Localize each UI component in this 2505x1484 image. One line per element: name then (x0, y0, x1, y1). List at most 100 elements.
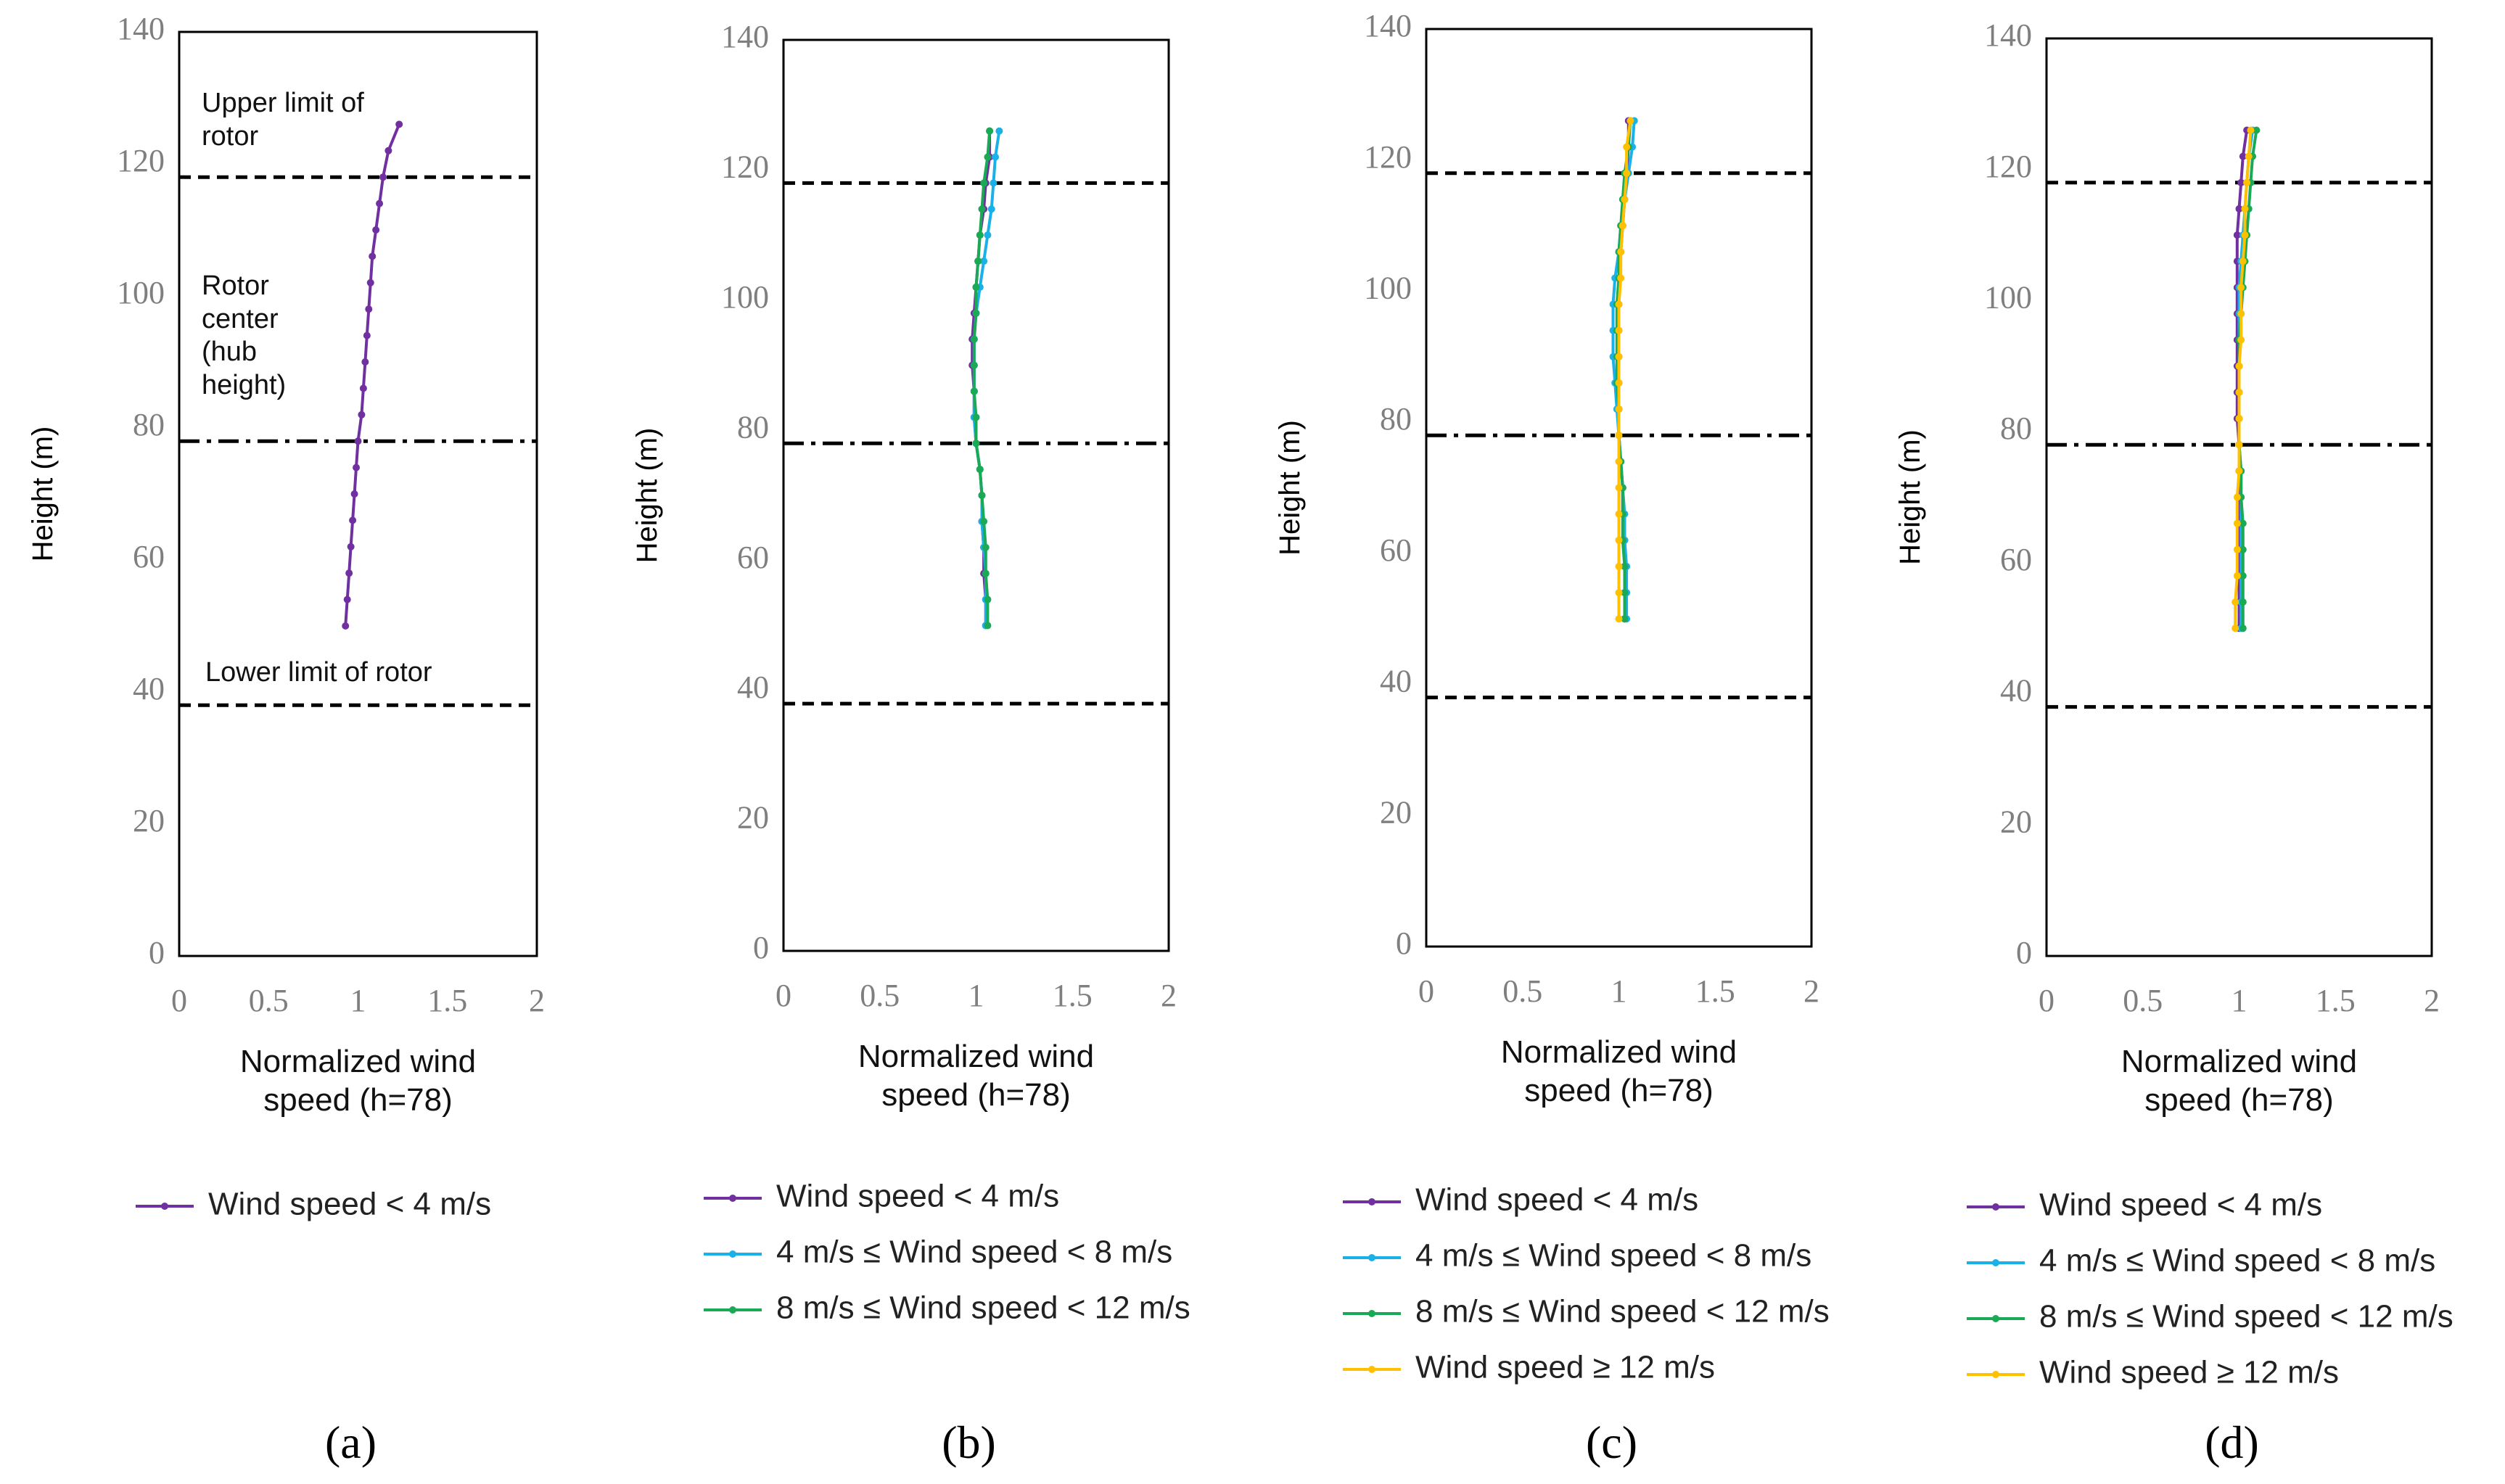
x-tick-label: 0 (171, 983, 187, 1018)
series-marker (2235, 467, 2243, 475)
legend-marker (1368, 1310, 1375, 1317)
x-tick-label: 0.5 (860, 978, 900, 1013)
panel-label: (a) (325, 1417, 377, 1468)
series-marker (366, 279, 374, 287)
y-tick-label: 0 (753, 930, 769, 965)
x-tick-label: 1 (1611, 973, 1627, 1009)
legend-label: 8 m/s ≤ Wind speed < 12 m/s (1415, 1294, 1830, 1330)
series-marker (2235, 388, 2243, 396)
annotation-box: Lower limit of rotor (205, 657, 432, 688)
legend-label: 4 m/s ≤ Wind speed < 8 m/s (2039, 1243, 2435, 1279)
legend-label: Wind speed ≥ 12 m/s (2039, 1355, 2339, 1390)
series-marker (2233, 519, 2241, 527)
x-tick-label: 2 (2424, 983, 2440, 1018)
series-marker (982, 569, 990, 577)
legend-label: Wind speed < 4 m/s (2039, 1187, 2322, 1223)
y-tick-label: 20 (737, 800, 769, 836)
series-marker (972, 309, 980, 317)
series-marker (1615, 562, 1623, 570)
x-tick-label: 1.5 (2316, 983, 2356, 1018)
series-marker (2241, 205, 2249, 213)
series-marker (379, 173, 387, 181)
series-marker (2235, 415, 2243, 423)
y-tick-label: 80 (2000, 411, 2032, 446)
series-marker (2247, 126, 2255, 134)
legend-label: 4 m/s ≤ Wind speed < 8 m/s (1415, 1238, 1811, 1274)
legend-marker (729, 1250, 736, 1258)
y-tick-label: 20 (2000, 804, 2032, 839)
y-axis-label: Height (m) (631, 428, 663, 564)
series-marker (347, 543, 355, 551)
series-marker (1615, 405, 1623, 413)
series-line (972, 131, 992, 626)
x-tick-label: 1 (350, 983, 366, 1018)
legend-label: 8 m/s ≤ Wind speed < 12 m/s (2039, 1299, 2453, 1335)
series-marker (984, 231, 992, 239)
y-tick-label: 140 (1364, 8, 1412, 44)
x-tick-label: 0 (1418, 973, 1434, 1009)
legend-marker (1368, 1198, 1375, 1205)
series-marker (970, 335, 978, 343)
y-tick-label: 40 (737, 669, 769, 705)
y-tick-label: 100 (1364, 271, 1412, 306)
y-tick-label: 60 (1380, 532, 1412, 568)
series-marker (349, 516, 357, 524)
legend-marker (1992, 1315, 1999, 1322)
series-marker (1615, 536, 1623, 544)
y-tick-label: 60 (2000, 542, 2032, 577)
series-marker (992, 153, 1000, 161)
y-tick-label: 80 (133, 407, 165, 442)
y-tick-label: 0 (149, 935, 165, 970)
y-tick-label: 40 (2000, 673, 2032, 709)
series-marker (2245, 152, 2253, 160)
y-tick-label: 20 (1380, 794, 1412, 830)
series-marker (345, 569, 353, 577)
x-tick-label: 0.5 (1502, 973, 1542, 1009)
x-axis-label: Normalized wind speed (h=78) (1500, 1034, 1737, 1108)
y-tick-label: 140 (1984, 17, 2032, 53)
legend-marker (1992, 1203, 1999, 1211)
series-marker (2239, 572, 2247, 580)
x-axis-label-box: Normalized wind speed (h=78) (240, 1044, 476, 1118)
series-marker (350, 490, 358, 498)
series-marker (1618, 222, 1626, 230)
series-marker (1615, 300, 1623, 308)
legend-marker (161, 1203, 168, 1210)
series-marker (1621, 589, 1629, 597)
series-line (1617, 120, 1632, 619)
series-marker (984, 153, 992, 161)
legend-label: Wind speed ≥ 12 m/s (1415, 1350, 1715, 1385)
series-marker (365, 305, 373, 313)
legend-marker (1992, 1371, 1999, 1378)
x-tick-label: 1 (2232, 983, 2247, 1018)
legend-label: Wind speed < 4 m/s (1415, 1182, 1698, 1218)
x-tick-label: 2 (1803, 973, 1819, 1009)
legend-marker (1992, 1259, 1999, 1266)
series-marker (1615, 589, 1623, 597)
legend-label: 8 m/s ≤ Wind speed < 12 m/s (776, 1290, 1190, 1326)
series-marker (369, 252, 377, 260)
series-marker (1623, 143, 1631, 151)
series-marker (987, 205, 995, 213)
series-marker (2239, 152, 2247, 160)
x-axis-label-box: Normalized wind speed (h=78) (2121, 1044, 2358, 1118)
annotation-box: Rotor center (hub height) (202, 271, 287, 400)
y-tick-label: 120 (1984, 149, 2032, 184)
y-tick-label: 100 (1984, 280, 2032, 316)
x-axis-label: Normalized wind speed (h=78) (2121, 1044, 2358, 1118)
series-marker (359, 384, 367, 392)
annotation: Rotor center (hub height) (202, 271, 287, 400)
series-marker (2237, 310, 2245, 318)
series-line (344, 123, 401, 627)
series-marker (1615, 484, 1623, 492)
y-axis-label: Height (m) (27, 426, 59, 562)
series-marker (974, 257, 982, 265)
series-marker (2235, 362, 2243, 370)
series-marker (384, 147, 392, 154)
series-marker (1621, 615, 1629, 623)
y-tick-label: 100 (117, 275, 165, 310)
series-marker (363, 331, 371, 339)
series-marker (2233, 493, 2241, 501)
